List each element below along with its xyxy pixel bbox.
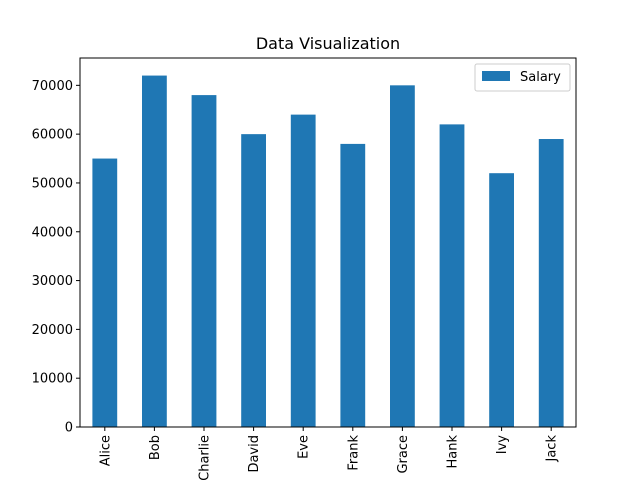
x-tick-label-david: David (247, 435, 262, 473)
bar-charlie (191, 95, 217, 427)
x-axis: Alice Bob Charlie David Eve Frank Grace Hank Ivy… (98, 427, 560, 480)
x-tick-label-eve: Eve (297, 435, 312, 459)
bar-jack (538, 139, 564, 427)
y-tick-label: 30000 (32, 274, 73, 289)
y-tick-label: 0 (65, 421, 73, 436)
bar-david (241, 134, 266, 427)
bar-eve (290, 114, 316, 428)
legend-box (474, 63, 571, 92)
y-tick-label: 70000 (32, 79, 73, 94)
x-tick-label-alice: Alice (98, 435, 113, 466)
x-tick-label-grace: Grace (396, 435, 411, 474)
bar-alice (92, 158, 118, 428)
y-axis: 0 10000 20000 30000 40000 50000 60000 70000 (32, 79, 80, 436)
legend-swatch-salary (482, 71, 510, 81)
bar-frank (340, 143, 366, 427)
bar-bob (142, 75, 167, 427)
x-tick-label-jack: Jack (545, 435, 560, 463)
legend-label-salary: Salary (520, 70, 561, 85)
legend: Salary (474, 63, 571, 92)
x-tick-label-ivy: Ivy (495, 435, 510, 455)
x-tick-label-frank: Frank (346, 435, 361, 471)
bar-hank (439, 124, 465, 427)
bar-ivy (489, 173, 514, 427)
x-tick-label-charlie: Charlie (198, 435, 213, 480)
plot-frame (79, 57, 577, 428)
bar-grace (390, 85, 415, 427)
y-tick-label: 40000 (32, 225, 73, 240)
y-tick-label: 20000 (32, 323, 73, 338)
x-tick-label-bob: Bob (148, 435, 163, 460)
chart-title: Data Visualization (256, 34, 400, 53)
x-tick-label-hank: Hank (446, 435, 461, 469)
y-tick-label: 50000 (32, 176, 73, 191)
bars-group (92, 75, 564, 428)
y-tick-label: 10000 (32, 372, 73, 387)
y-tick-label: 60000 (32, 128, 73, 143)
